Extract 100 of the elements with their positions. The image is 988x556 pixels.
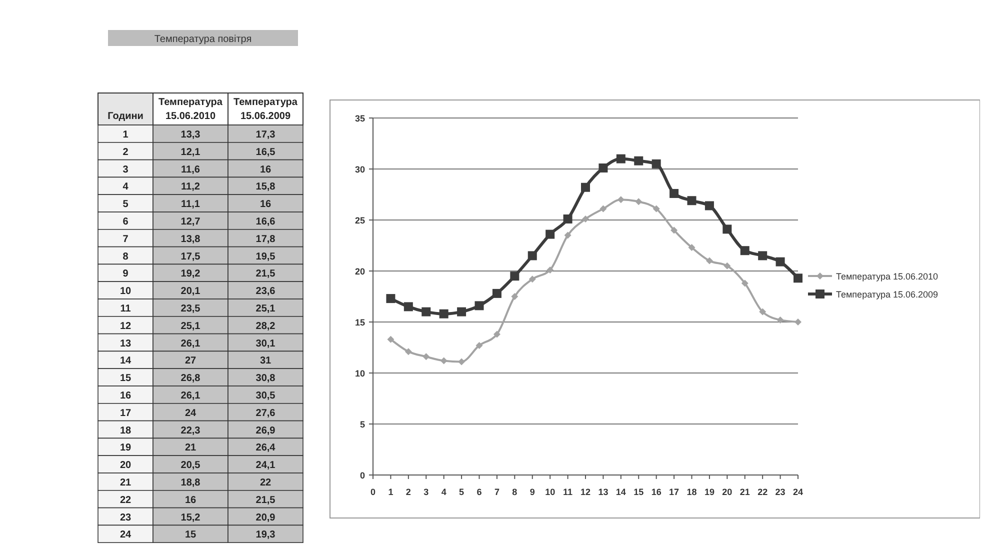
x-tick-label: 3 (424, 487, 429, 497)
point (600, 205, 607, 212)
text: 11 (120, 304, 132, 314)
text: 24 (184, 408, 196, 419)
point (724, 262, 731, 270)
y-tick-label: 30 (354, 164, 365, 174)
text: 13,8 (180, 234, 201, 245)
x-tick-label: 10 (545, 487, 556, 497)
text: 26,9 (256, 425, 276, 436)
x-tick-label: 20 (722, 487, 732, 497)
text: 17,5 (180, 251, 201, 262)
text: 15 (120, 373, 132, 384)
text: 3 (122, 164, 129, 176)
y-tick-label: 15 (354, 318, 365, 328)
point (510, 272, 520, 281)
text: 11,2 (181, 182, 200, 193)
point (528, 276, 536, 283)
text: 9 (122, 268, 129, 280)
point (722, 224, 732, 234)
point (635, 198, 642, 206)
point (670, 226, 678, 234)
x-tick-label: 21 (740, 487, 750, 497)
text: 26,4 (256, 442, 276, 454)
text: 23,5 (180, 304, 201, 314)
point (546, 266, 554, 274)
point (794, 318, 802, 326)
point (563, 214, 572, 224)
y-tick-label: 10 (354, 368, 365, 378)
text: Години (108, 111, 144, 122)
legend-label: Температура 15.06.2010 (836, 272, 938, 282)
point (687, 196, 696, 206)
text: 20,1 (180, 286, 201, 298)
text: 19,2 (180, 268, 201, 280)
text: 16 (260, 164, 272, 176)
point (740, 246, 750, 256)
text: 20,5 (180, 460, 201, 472)
text: 21 (184, 442, 196, 454)
text: 26,8 (180, 373, 201, 384)
point (582, 215, 589, 222)
text: 11,6 (181, 164, 200, 176)
text: 16,5 (256, 146, 276, 158)
y-tick-label: 25 (354, 216, 365, 226)
text: 20,9 (256, 512, 276, 524)
x-tick-label: 6 (476, 487, 482, 497)
text: 13 (120, 338, 132, 350)
text: 7 (122, 234, 129, 245)
text: 8 (122, 251, 129, 262)
x-tick-label: 16 (651, 487, 662, 497)
text: 25,1 (256, 304, 276, 314)
point (670, 188, 679, 198)
text: 21,5 (256, 268, 276, 280)
point (758, 251, 768, 260)
text: 16 (120, 390, 132, 402)
point (706, 257, 713, 264)
x-tick-label: 24 (792, 487, 804, 497)
text: 2 (122, 146, 129, 158)
text: Температура 15.06.2009 (234, 97, 298, 122)
text: 19,3 (256, 530, 276, 541)
point (457, 307, 466, 316)
point (404, 348, 412, 356)
x-tick-label: 22 (758, 487, 768, 497)
x-tick-label: 2 (406, 487, 411, 497)
point (598, 163, 608, 172)
point (776, 316, 784, 324)
y-tick-label: 5 (360, 420, 365, 430)
text: 28,2 (256, 320, 276, 332)
text: 23,6 (256, 286, 276, 298)
text: 5 (122, 199, 129, 210)
text: 4 (122, 182, 129, 193)
text: 30,5 (256, 390, 276, 402)
x-tick-label: 1 (388, 487, 394, 497)
x-tick-label: 11 (563, 487, 573, 497)
text: 26,1 (180, 390, 201, 402)
point (634, 156, 644, 166)
text: Температура 15.06.2010 (158, 97, 223, 122)
text: 18 (120, 425, 132, 436)
text: 12 (120, 320, 132, 332)
text: 16,6 (256, 216, 276, 228)
x-tick-label: 0 (370, 487, 376, 497)
point (404, 302, 413, 312)
point (759, 308, 766, 316)
text: 24 (120, 530, 132, 541)
text: 1 (122, 130, 129, 140)
point (581, 182, 590, 192)
text: 12,1 (180, 146, 201, 158)
text: 27 (184, 356, 196, 367)
x-tick-label: 5 (459, 487, 464, 497)
text: 19 (120, 442, 132, 454)
x-tick-label: 12 (580, 487, 591, 497)
text: 27,6 (256, 408, 276, 419)
point (493, 330, 500, 338)
text: 17 (120, 408, 132, 419)
x-tick-label: 8 (512, 487, 518, 497)
point (616, 154, 626, 164)
point (741, 280, 748, 287)
text: 10 (120, 286, 132, 298)
text: 17,3 (256, 130, 276, 140)
text: Температура повітря (154, 34, 252, 45)
x-tick-label: 15 (634, 487, 644, 497)
text: 30,1 (256, 338, 276, 350)
